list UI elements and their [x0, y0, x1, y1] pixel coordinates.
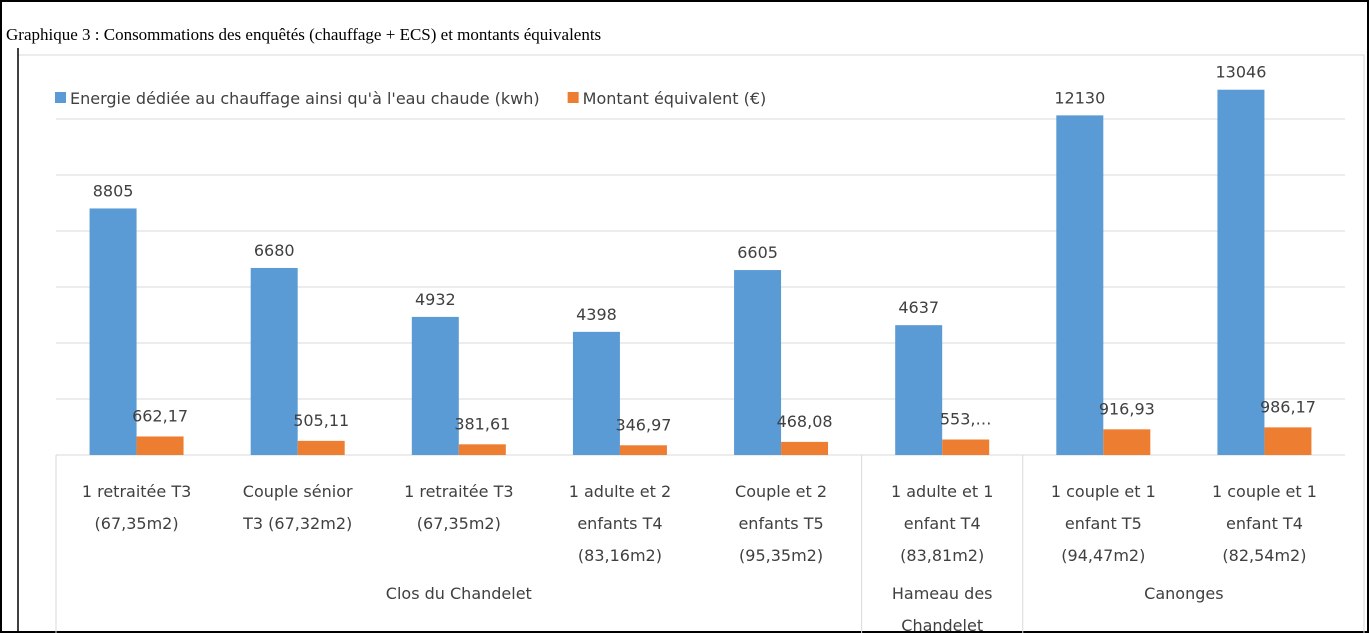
- data-label: 916,93: [1099, 399, 1155, 418]
- x-tick-label: (95,35m2): [739, 546, 823, 565]
- x-tick-label: 1 adulte et 1: [891, 482, 993, 501]
- bar: [250, 267, 298, 455]
- data-label: 662,17: [132, 406, 188, 425]
- bar: [942, 439, 990, 455]
- bar: [89, 208, 137, 455]
- bar: [458, 444, 506, 455]
- bar: [734, 270, 782, 455]
- group-label: Chandelet: [901, 616, 983, 633]
- x-tick-label: (83,16m2): [578, 546, 662, 565]
- data-label: 4637: [898, 298, 939, 317]
- bar: [411, 316, 459, 455]
- data-label: 986,17: [1260, 397, 1316, 416]
- group-label: Canonges: [1144, 584, 1223, 603]
- data-label: 468,08: [777, 412, 833, 431]
- bar: [1056, 115, 1104, 456]
- data-label: 8805: [93, 181, 134, 200]
- data-label: 346,97: [615, 415, 671, 434]
- x-tick-label: (67,35m2): [417, 514, 501, 533]
- bar: [619, 445, 667, 455]
- data-label: 4932: [415, 290, 456, 309]
- legend-swatch: [567, 92, 579, 103]
- data-label: 13046: [1215, 63, 1266, 82]
- data-label: 505,11: [293, 411, 349, 430]
- x-tick-label: 1 retraitée T3: [82, 482, 191, 501]
- x-tick-label: 1 couple et 1: [1051, 482, 1156, 501]
- bar: [572, 331, 620, 455]
- x-tick-label: 1 retraitée T3: [404, 482, 513, 501]
- data-label: 12130: [1054, 88, 1105, 107]
- x-tick-label: enfant T4: [1226, 514, 1303, 533]
- legend-label: Energie dédiée au chauffage ainsi qu'à l…: [70, 89, 540, 108]
- x-tick-label: enfant T5: [1065, 514, 1142, 533]
- data-label: 6605: [737, 243, 778, 262]
- x-tick-label: Couple et 2: [735, 482, 827, 501]
- x-tick-label: enfants T5: [738, 514, 823, 533]
- group-label: Hameau des: [892, 584, 993, 603]
- x-tick-label: (94,47m2): [1061, 546, 1145, 565]
- data-label: 6680: [254, 241, 295, 260]
- legend-swatch: [55, 92, 66, 103]
- data-label: 381,61: [454, 414, 510, 433]
- x-tick-label: (83,81m2): [900, 546, 984, 565]
- x-tick-label: enfant T4: [904, 514, 981, 533]
- chart-title: Graphique 3 : Consommations des enquêtés…: [6, 25, 601, 44]
- bar: [1217, 89, 1265, 455]
- bar: [1103, 429, 1151, 455]
- data-label: 553,…: [940, 410, 992, 429]
- x-tick-label: Couple sénior: [243, 482, 353, 501]
- x-tick-label: T3 (67,32m2): [242, 514, 352, 533]
- x-tick-label: (67,35m2): [95, 514, 179, 533]
- bar: [297, 440, 345, 455]
- bar: [895, 325, 943, 455]
- bar: [1264, 427, 1312, 455]
- bar: [781, 441, 829, 455]
- x-tick-label: 1 adulte et 2: [569, 482, 671, 501]
- group-label: Clos du Chandelet: [386, 584, 532, 603]
- x-tick-label: 1 couple et 1: [1212, 482, 1317, 501]
- x-tick-label: enfants T4: [577, 514, 662, 533]
- bar: [136, 436, 184, 455]
- x-tick-label: (82,54m2): [1222, 546, 1306, 565]
- legend-label: Montant équivalent (€): [583, 89, 767, 108]
- data-label: 4398: [576, 305, 617, 324]
